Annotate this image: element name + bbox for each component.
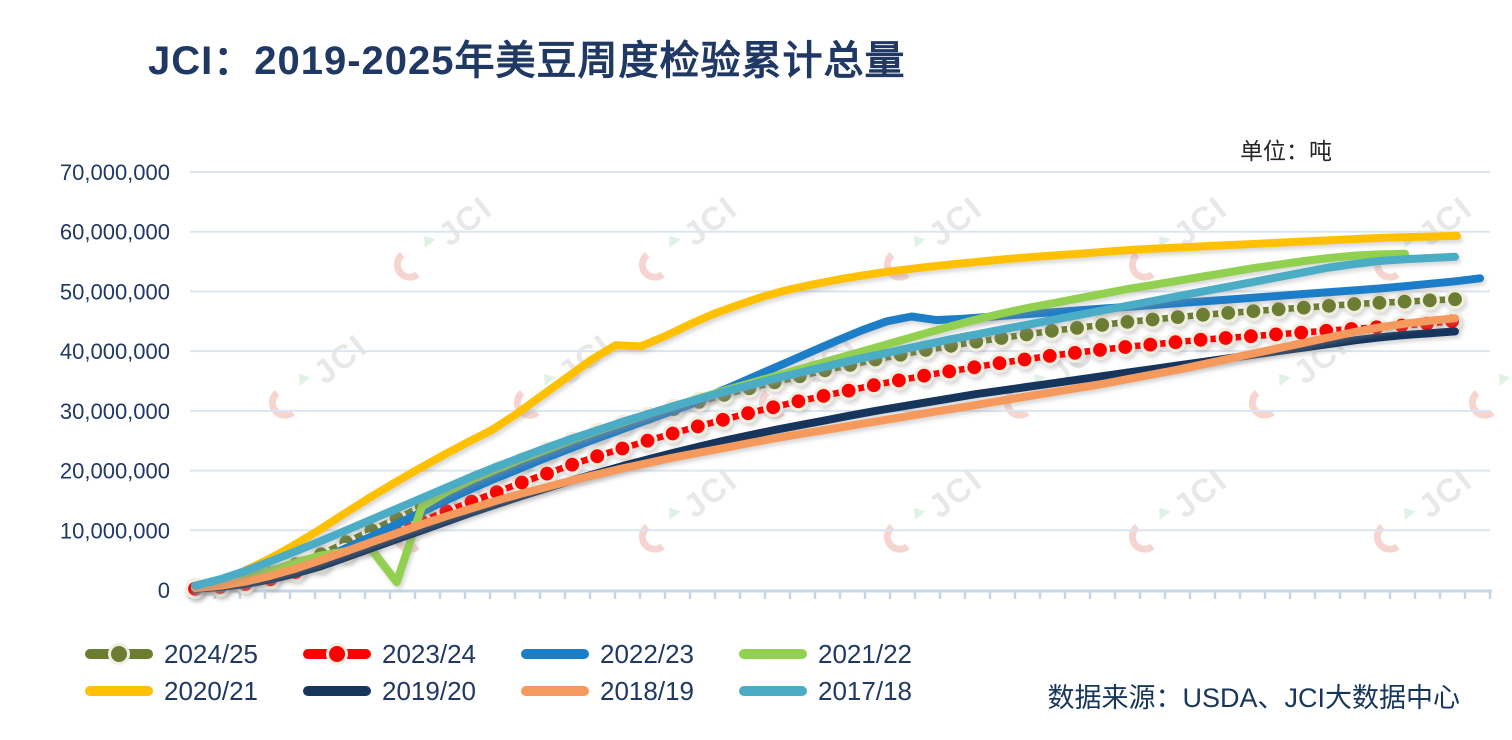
series-marker-2023-24 — [763, 397, 784, 418]
series-2022-23 — [191, 274, 1484, 593]
series-marker-2023-24 — [1140, 334, 1161, 355]
series-marker-2024-25 — [1218, 302, 1239, 323]
series-marker-2023-24 — [1240, 326, 1262, 347]
series-marker-2024-25 — [1369, 292, 1390, 313]
y-axis-tick-label: 50,000,000 — [60, 279, 170, 304]
series-marker-2023-24 — [587, 446, 608, 467]
series-marker-2024-25 — [1192, 304, 1214, 325]
series-marker-2024-25 — [1167, 307, 1188, 328]
series-marker-2023-24 — [1215, 327, 1236, 349]
series-marker-2024-25 — [1293, 297, 1314, 318]
series-marker-2023-24 — [863, 375, 884, 396]
series-marker-2023-24 — [612, 438, 633, 459]
series-marker-2023-24 — [1115, 336, 1136, 358]
series-marker-2024-25 — [1142, 309, 1163, 330]
series-marker-2023-24 — [687, 416, 708, 437]
series-marker-2023-24 — [1190, 329, 1211, 350]
y-axis-tick-label: 20,000,000 — [60, 459, 170, 484]
series-marker-2023-24 — [939, 361, 960, 382]
series-marker-2023-24 — [1165, 332, 1186, 353]
y-axis-tick-label: 60,000,000 — [60, 220, 170, 245]
series-marker-2024-25 — [1344, 293, 1365, 315]
series-marker-2023-24 — [989, 353, 1010, 374]
series-marker-2023-24 — [1039, 345, 1060, 366]
series-marker-2023-24 — [1265, 324, 1287, 345]
page-title: JCI：2019-2025年美豆周度检验累计总量 — [148, 39, 906, 83]
series-marker-2024-25 — [1419, 290, 1440, 311]
series-2017-18 — [191, 252, 1459, 590]
series-marker-2024-25 — [1117, 311, 1138, 332]
series-line-2020-21 — [191, 231, 1461, 591]
series-marker-2023-24 — [637, 430, 658, 451]
y-axis-tick-label: 10,000,000 — [60, 518, 170, 543]
series-marker-2023-24 — [1064, 342, 1086, 363]
series-marker-2023-24 — [1089, 339, 1111, 360]
series-marker-2023-24 — [838, 380, 859, 401]
series-line-2022-23 — [191, 274, 1484, 593]
series-marker-2023-24 — [913, 365, 935, 386]
series-marker-2023-24 — [813, 385, 834, 406]
series-marker-2024-25 — [1243, 301, 1264, 322]
y-axis-tick-label: 40,000,000 — [60, 339, 170, 364]
series-marker-2023-24 — [788, 391, 809, 412]
series-marker-2023-24 — [737, 403, 759, 424]
y-axis-tick-label: 30,000,000 — [60, 399, 170, 424]
series-marker-2024-25 — [1066, 317, 1088, 338]
series-marker-2024-25 — [1092, 314, 1113, 335]
series-marker-2023-24 — [712, 409, 734, 430]
y-axis-tick-label: 0 — [158, 578, 170, 603]
series-marker-2023-24 — [1014, 349, 1035, 370]
unit-label: 单位：吨 — [1240, 138, 1332, 164]
series-marker-2023-24 — [561, 454, 583, 475]
series-marker-2024-25 — [1318, 295, 1340, 316]
series-marker-2023-24 — [964, 357, 985, 378]
series-marker-2024-25 — [1444, 289, 1466, 310]
series-marker-2023-24 — [662, 423, 683, 444]
series-marker-2024-25 — [1268, 299, 1289, 320]
series-marker-2023-24 — [536, 463, 558, 484]
series-marker-2023-24 — [888, 370, 910, 391]
data-source-label: 数据来源：USDA、JCI大数据中心 — [1047, 683, 1460, 713]
y-axis-tick-label: 70,000,000 — [60, 160, 170, 185]
series-2018-19 — [191, 314, 1459, 593]
series-2020-21 — [191, 231, 1461, 591]
series-line-2018-19 — [191, 314, 1459, 593]
series-line-2017-18 — [191, 252, 1459, 590]
series-marker-2024-25 — [1394, 291, 1415, 312]
